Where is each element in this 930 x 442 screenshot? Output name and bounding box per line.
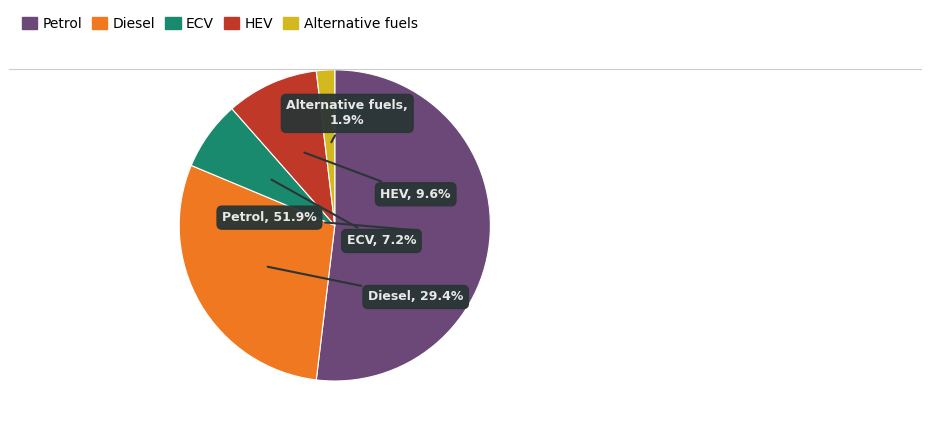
Text: Alternative fuels,
1.9%: Alternative fuels, 1.9% [286, 99, 408, 142]
Wedge shape [316, 70, 335, 225]
Wedge shape [316, 70, 490, 381]
Text: HEV, 9.6%: HEV, 9.6% [304, 152, 451, 201]
Wedge shape [179, 165, 335, 380]
Legend: Petrol, Diesel, ECV, HEV, Alternative fuels: Petrol, Diesel, ECV, HEV, Alternative fu… [16, 11, 423, 37]
Wedge shape [192, 109, 335, 225]
Text: ECV, 7.2%: ECV, 7.2% [272, 179, 417, 248]
Text: Diesel, 29.4%: Diesel, 29.4% [268, 267, 463, 304]
Text: Petrol, 51.9%: Petrol, 51.9% [222, 211, 413, 230]
Wedge shape [232, 71, 335, 225]
